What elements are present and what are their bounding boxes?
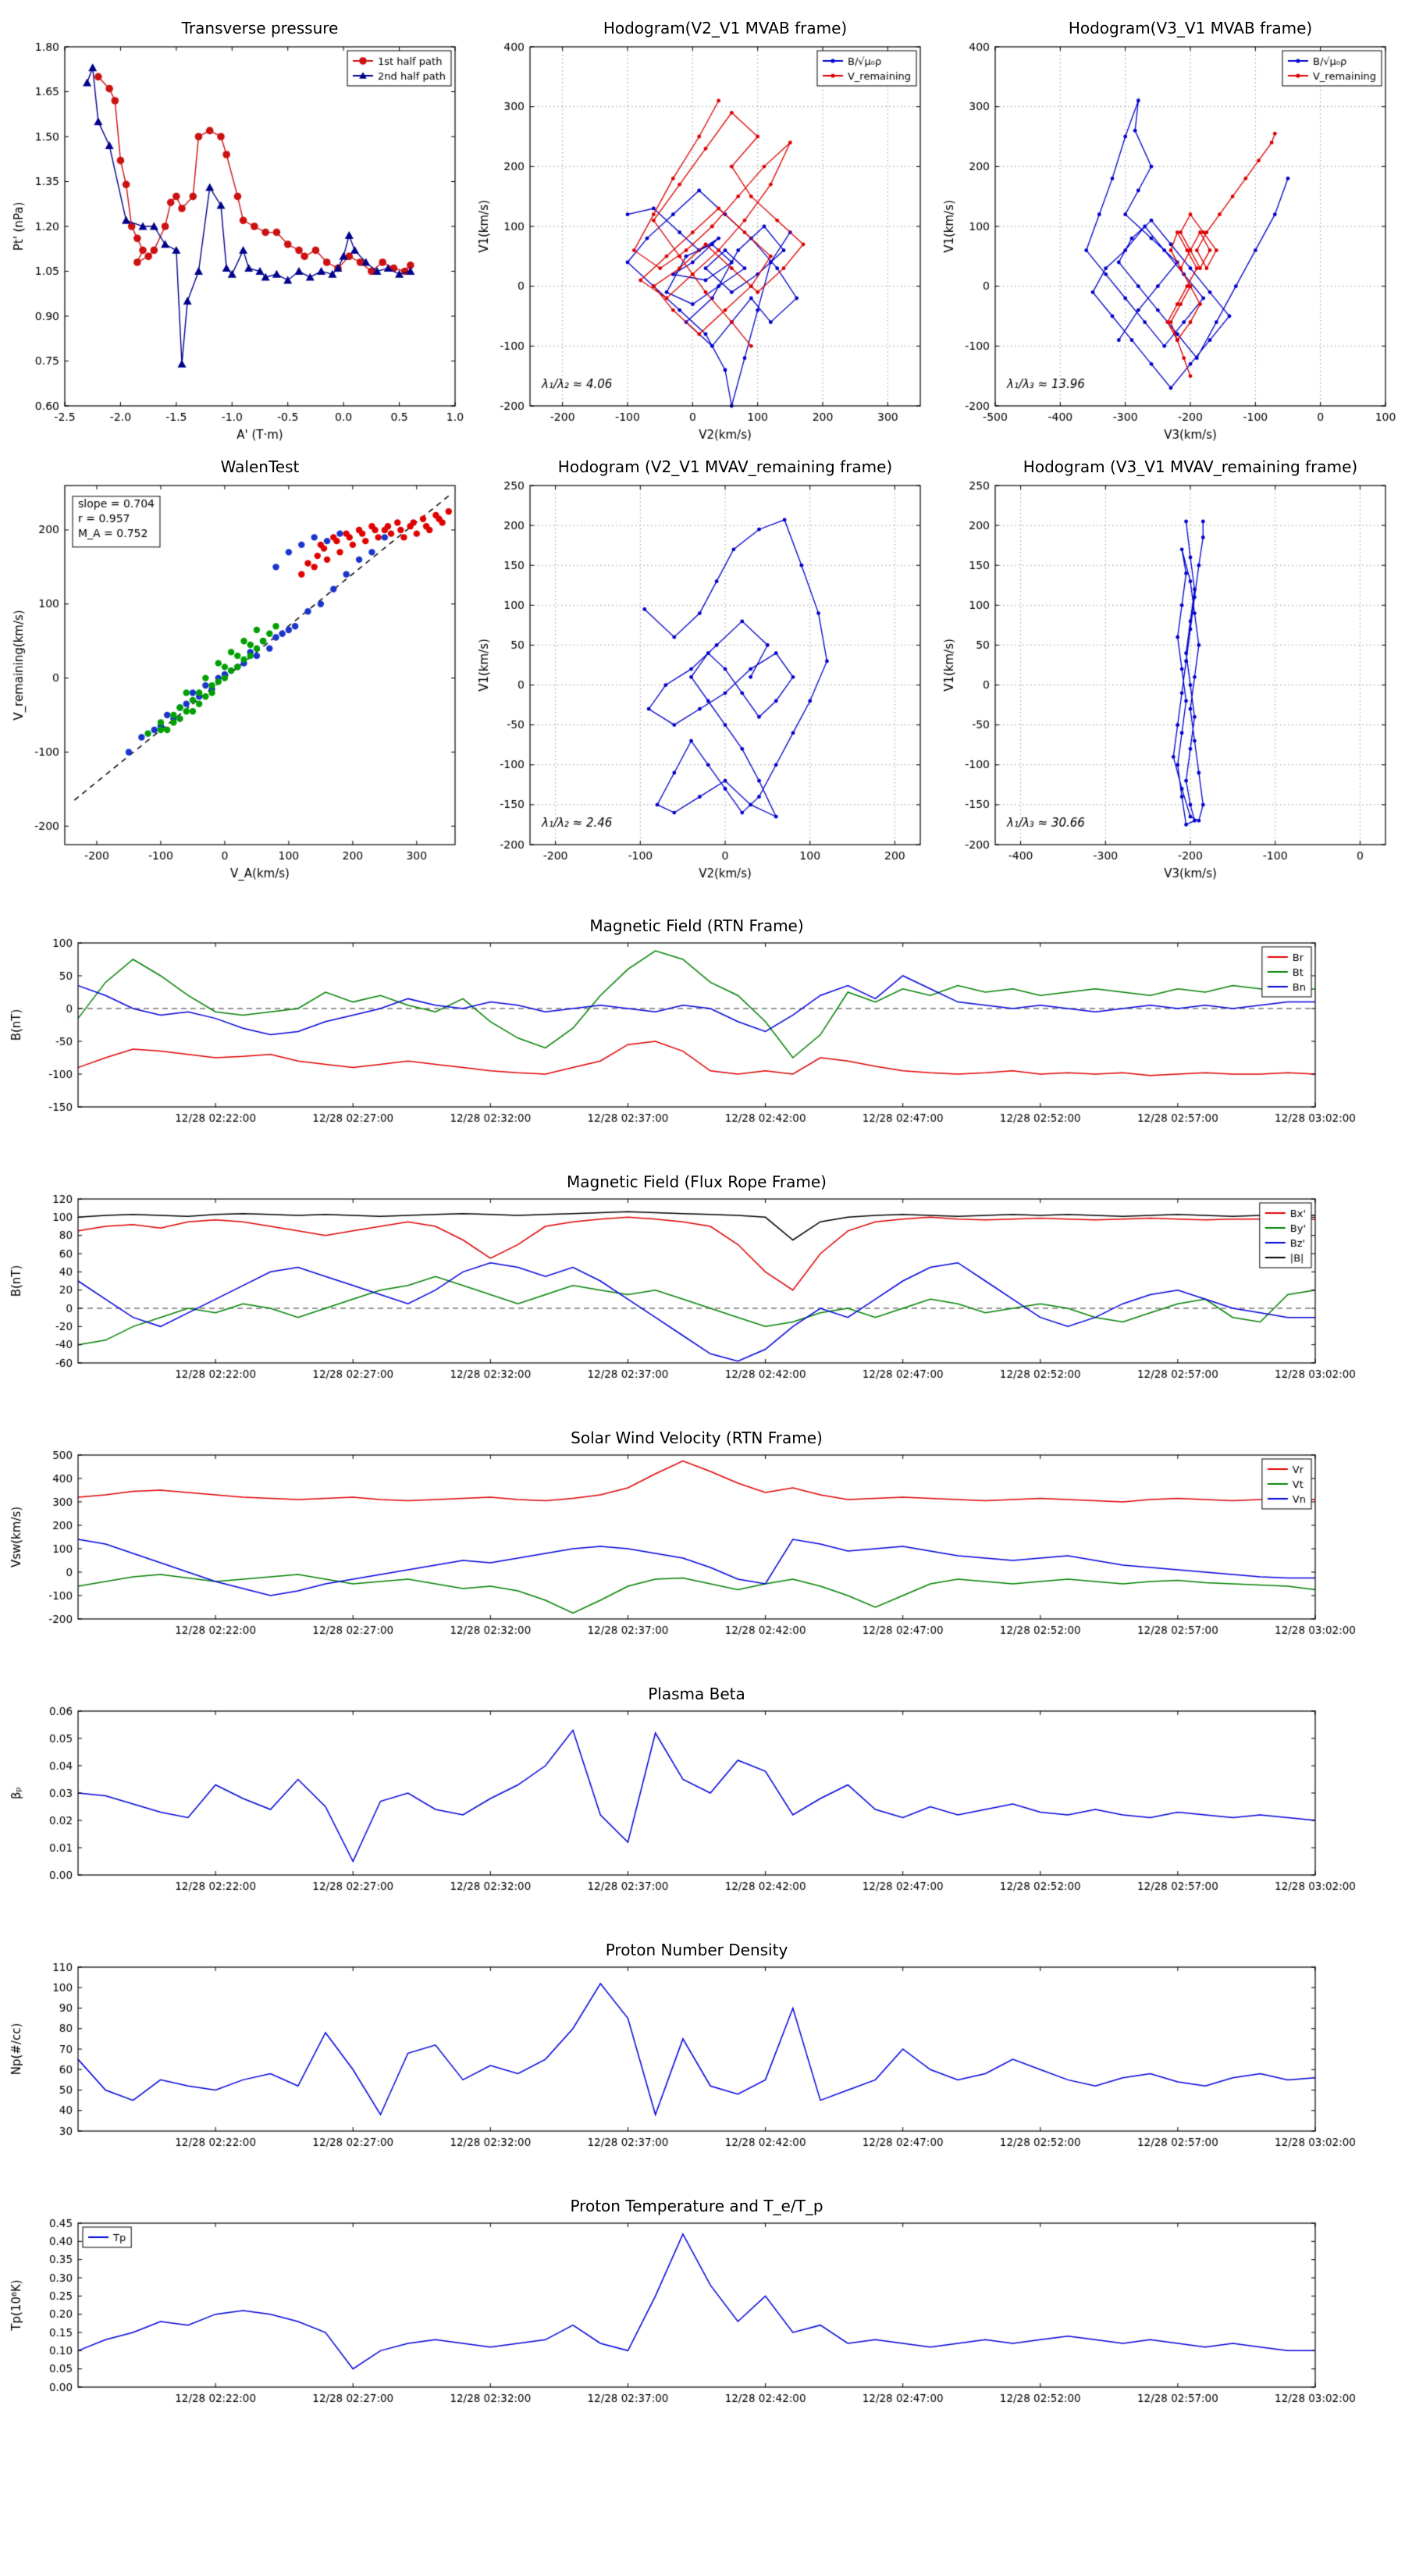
panel-title: Hodogram(V2_V1 MVAB frame)	[603, 19, 848, 37]
panel-title: Hodogram(V3_V1 MVAB frame)	[1068, 19, 1313, 37]
panel-title: Hodogram (V2_V1 MVAV_remaining frame)	[557, 457, 893, 476]
panel-title: Transverse pressure	[181, 19, 339, 37]
transverse-pressure-plot	[9, 39, 466, 445]
walen-test-plot	[9, 478, 466, 884]
panel-hodogram-v2v1-mvab: Hodogram(V2_V1 MVAB frame)	[474, 17, 931, 445]
panel-proton-temperature: Proton Temperature and T_e/T_p	[0, 2195, 1405, 2420]
magnetic-field-rtn-plot	[0, 937, 1405, 1140]
solar-wind-velocity-plot	[0, 1449, 1405, 1652]
plasma-beta-plot	[0, 1705, 1405, 1908]
figure-page: Transverse pressure Hodogram(V2_V1 MVAB …	[0, 17, 1405, 2420]
panel-hodogram-v3v1-mvab: Hodogram(V3_V1 MVAB frame)	[939, 17, 1396, 445]
panel-proton-density: Proton Number Density	[0, 1939, 1405, 2164]
panel-plasma-beta: Plasma Beta	[0, 1683, 1405, 1908]
panel-title: Proton Number Density	[605, 1941, 788, 1959]
panel-hodogram-v3v1-mvav: Hodogram (V3_V1 MVAV_remaining frame)	[939, 456, 1396, 884]
panel-title: Magnetic Field (Flux Rope Frame)	[567, 1172, 827, 1191]
panel-solar-wind-velocity: Solar Wind Velocity (RTN Frame)	[0, 1427, 1405, 1652]
hodogram-v2v1-mvab-plot	[474, 39, 931, 445]
panel-title: WalenTest	[220, 457, 300, 476]
panel-title: Magnetic Field (RTN Frame)	[589, 916, 804, 935]
proton-temperature-plot	[0, 2217, 1405, 2420]
panel-title: Plasma Beta	[648, 1685, 745, 1703]
top-panel-row: Transverse pressure Hodogram(V2_V1 MVAB …	[0, 17, 1405, 445]
hodogram-v3v1-mvab-plot	[939, 39, 1396, 445]
hodogram-v3v1-mvav-plot	[939, 478, 1396, 884]
panel-hodogram-v2v1-mvav: Hodogram (V2_V1 MVAV_remaining frame)	[474, 456, 931, 884]
panel-magnetic-field-flux-rope: Magnetic Field (Flux Rope Frame)	[0, 1171, 1405, 1396]
panel-title: Proton Temperature and T_e/T_p	[570, 2197, 823, 2215]
panel-title: Hodogram (V3_V1 MVAV_remaining frame)	[1023, 457, 1358, 476]
hodogram-v2v1-mvav-plot	[474, 478, 931, 884]
panel-walen-test: WalenTest	[9, 456, 466, 884]
panel-title: Solar Wind Velocity (RTN Frame)	[571, 1429, 823, 1447]
panel-magnetic-field-rtn: Magnetic Field (RTN Frame)	[0, 915, 1405, 1140]
proton-density-plot	[0, 1961, 1405, 2164]
panel-transverse-pressure: Transverse pressure	[9, 17, 466, 445]
magnetic-field-flux-rope-plot	[0, 1193, 1405, 1396]
second-panel-row: WalenTest Hodogram (V2_V1 MVAV_remaining…	[0, 456, 1405, 884]
